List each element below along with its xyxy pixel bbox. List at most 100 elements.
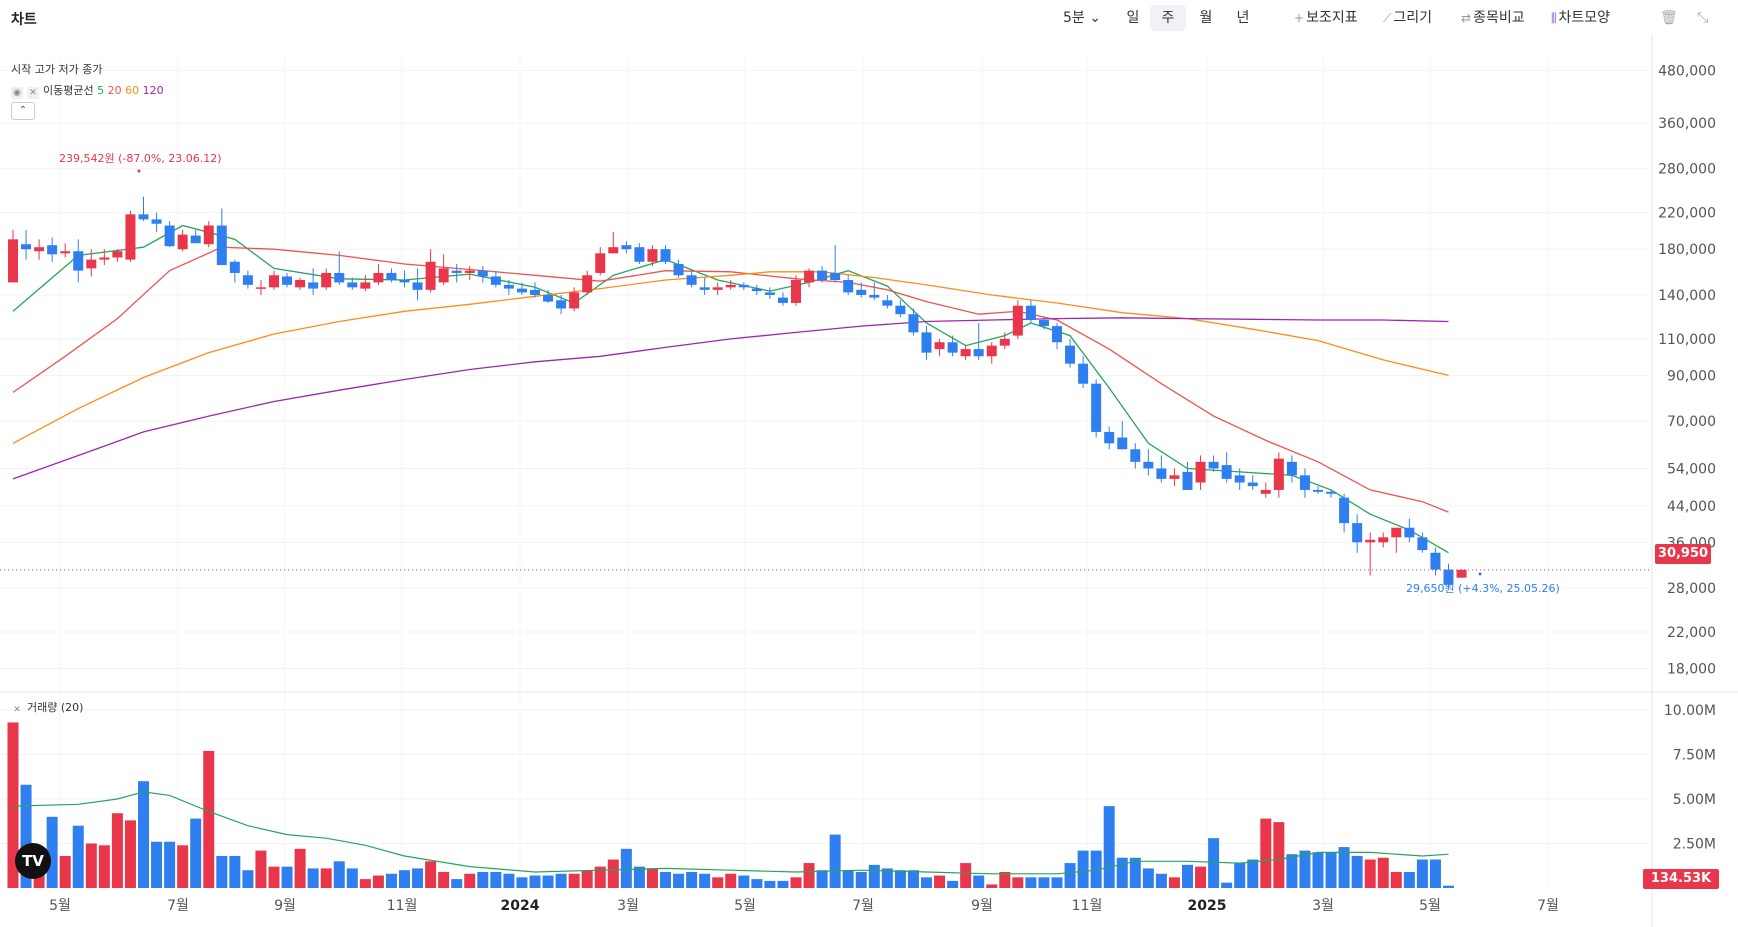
candles-icon: ⫼	[1551, 11, 1557, 25]
candle-body	[34, 247, 45, 252]
volume-bar	[372, 875, 384, 888]
candle-body	[960, 349, 971, 357]
price-axis-label: 54,000	[1667, 461, 1716, 477]
interval-dropdown[interactable]: 5분 ⌄	[1063, 5, 1101, 31]
price-axis-label: 110,000	[1658, 332, 1716, 348]
timeframe-month[interactable]: 월	[1199, 10, 1213, 26]
candle-body	[151, 219, 162, 224]
candle-body	[1052, 326, 1062, 343]
close-icon[interactable]: ✕	[13, 705, 21, 715]
volume-bar	[124, 820, 136, 888]
volume-bar	[255, 850, 267, 888]
candle-body	[751, 288, 762, 292]
candle-body	[125, 214, 136, 260]
volume-bar	[699, 873, 711, 888]
volume-bar	[1064, 863, 1076, 888]
fullscreen-icon[interactable]: ⤡	[1697, 10, 1709, 26]
candle-body	[60, 251, 71, 254]
candle-body	[1234, 475, 1245, 483]
candle-body	[47, 245, 58, 255]
volume-bar	[385, 873, 397, 888]
volume-bar	[881, 868, 893, 888]
volume-bar	[1299, 850, 1311, 888]
volume-bar	[555, 873, 567, 888]
candle-body	[1404, 527, 1415, 538]
x-axis-label: 5월	[49, 898, 71, 914]
volume-bar	[764, 880, 776, 888]
trash-icon[interactable]: 🗑	[1660, 10, 1678, 26]
top-toolbar: 차트 5분 ⌄ 일 주 월 년 + 보조지표 ⟋ 그리기 ⇄ 종목비교 ⫼ 차트모양 🗑…	[0, 0, 1738, 34]
volume-bar	[164, 841, 176, 888]
chart-style-button[interactable]: ⫼ 차트모양	[1551, 5, 1610, 31]
candle-body	[895, 305, 906, 315]
candle-body	[399, 279, 410, 283]
volume-bar	[111, 813, 123, 888]
volume-bar	[151, 841, 163, 888]
volume-bar	[1168, 877, 1180, 888]
volume-bar	[816, 870, 828, 888]
volume-bar	[868, 864, 880, 888]
candle-body	[164, 225, 175, 247]
compare-label: 종목비교	[1473, 10, 1525, 26]
candle-body	[556, 300, 567, 309]
volume-bar	[203, 750, 215, 888]
candle-body	[1299, 475, 1310, 490]
draw-button[interactable]: ⟋ 그리기	[1383, 5, 1432, 31]
eye-icon[interactable]: ◉	[11, 87, 23, 99]
volume-legend: ✕ 거래량 (20)	[11, 699, 83, 716]
ma120-period: 120	[142, 84, 164, 97]
candle-body	[634, 247, 645, 262]
candle-body	[1169, 475, 1180, 479]
ma60-period: 60	[125, 84, 140, 97]
ma20-period: 20	[107, 84, 122, 97]
volume-bar	[1260, 818, 1272, 888]
candle-body	[582, 275, 593, 293]
candle-body	[1091, 383, 1102, 432]
volume-bar	[1077, 850, 1089, 888]
candle-body	[99, 257, 110, 260]
x-axis-label: 7월	[852, 898, 874, 914]
timeframe-week[interactable]: 주	[1150, 5, 1186, 31]
volume-bar	[20, 784, 32, 888]
candle-body	[1143, 461, 1154, 469]
volume-bar	[999, 871, 1011, 888]
volume-bar	[1443, 885, 1454, 888]
price-axis-label: 28,000	[1667, 581, 1716, 597]
price-axis-label: 220,000	[1658, 206, 1716, 222]
volume-bar	[59, 855, 71, 888]
volume-bar	[894, 870, 906, 888]
plus-icon: +	[1294, 11, 1305, 25]
compare-button[interactable]: ⇄ 종목비교	[1461, 5, 1525, 31]
timeframe-year[interactable]: 년	[1236, 10, 1250, 26]
volume-bar	[660, 871, 671, 888]
pencil-icon: ⟋	[1383, 11, 1392, 25]
candle-body	[360, 282, 371, 289]
timeframe-day[interactable]: 일	[1126, 10, 1140, 26]
volume-bar	[399, 870, 410, 888]
x-axis-label: 7월	[1537, 898, 1559, 914]
volume-bar	[529, 875, 541, 888]
candle-body	[660, 249, 671, 262]
close-icon[interactable]: ✕	[27, 87, 39, 99]
candle-body	[543, 294, 554, 302]
volume-bar	[359, 879, 371, 888]
volume-bar	[451, 879, 463, 888]
candle-body	[308, 282, 319, 289]
candle-body	[908, 314, 919, 333]
candle-body	[190, 235, 201, 244]
price-axis-label: 480,000	[1658, 64, 1716, 80]
ma-legend-label: 이동평균선	[43, 84, 94, 97]
volume-bar	[1338, 847, 1350, 888]
price-axis-label: 18,000	[1667, 662, 1716, 678]
price-axis-label: 360,000	[1658, 116, 1716, 132]
volume-bar	[216, 855, 228, 888]
indicators-button[interactable]: + 보조지표	[1294, 5, 1358, 31]
volume-bar	[1390, 871, 1402, 888]
candle-body	[1078, 363, 1089, 384]
candle-body	[1038, 320, 1049, 327]
volume-bar	[960, 863, 972, 888]
candle-body	[1065, 345, 1076, 364]
collapse-legend-button[interactable]: ⌃	[11, 102, 35, 120]
price-chart[interactable]: 480,000 360,000 280,000 220,000 180,000 140,0…	[0, 34, 1738, 927]
volume-bar	[177, 845, 189, 888]
